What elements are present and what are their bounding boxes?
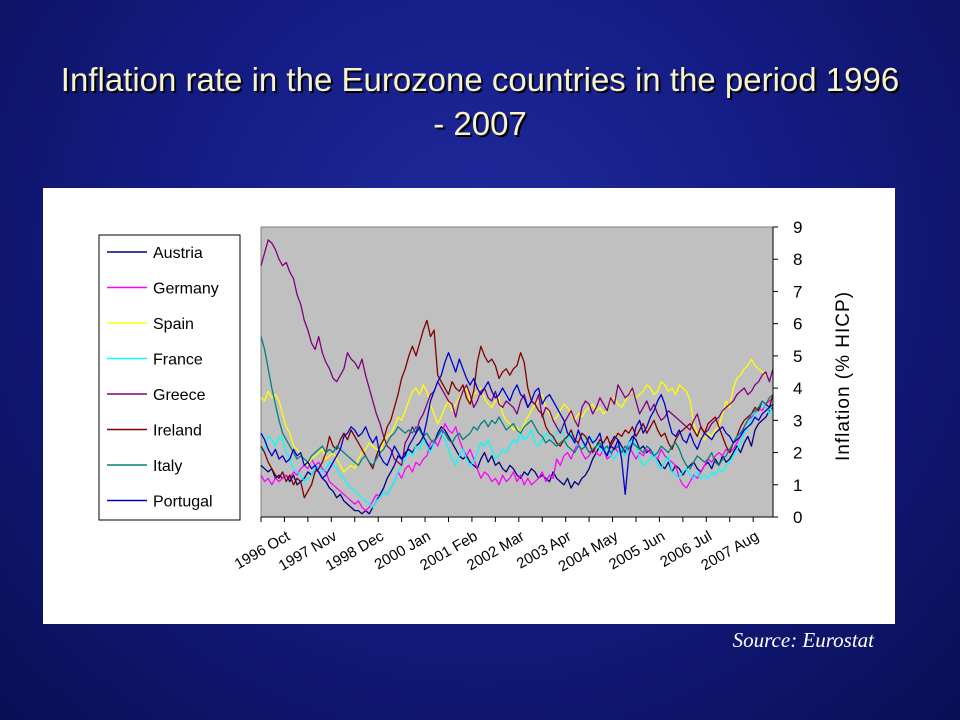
series-line-portugal xyxy=(260,352,774,496)
slide-title: Inflation rate in the Eurozone countries… xyxy=(60,61,900,142)
y-tick-label: 7 xyxy=(793,282,802,301)
series-line-france xyxy=(260,400,774,508)
series-line-ireland xyxy=(260,319,774,499)
legend-label-austria: Austria xyxy=(153,245,203,262)
series-line-austria xyxy=(260,406,774,515)
y-tick-label: 4 xyxy=(793,379,802,398)
legend-label-ireland: Ireland xyxy=(153,423,202,440)
legend-label-germany: Germany xyxy=(153,281,219,298)
legend-label-portugal: Portugal xyxy=(153,494,213,511)
y-axis-title: Inflation (% HICP) xyxy=(833,291,854,461)
legend-label-greece: Greece xyxy=(153,387,206,404)
series-line-spain xyxy=(260,358,767,473)
y-tick-label: 9 xyxy=(793,218,802,237)
series-line-germany xyxy=(260,397,774,512)
y-tick-label: 3 xyxy=(793,411,802,430)
y-tick-label: 6 xyxy=(793,315,802,334)
y-tick-label: 2 xyxy=(793,444,802,463)
plot-area xyxy=(260,226,774,518)
series-line-greece xyxy=(260,239,774,467)
series-line-italy xyxy=(260,336,774,470)
y-tick-label: 8 xyxy=(793,250,802,269)
source-note: Source: Eurostat xyxy=(732,628,874,652)
chart-panel: 0 1 2 3 4 5 6 7 8 9 Inflation (% HICP) 1996 Oct 1997… xyxy=(43,188,895,624)
y-tick-label: 5 xyxy=(793,347,802,366)
legend-label-france: France xyxy=(153,352,203,369)
legend-label-spain: Spain xyxy=(153,316,194,333)
y-tick-label: 0 xyxy=(793,508,802,527)
legend-label-italy: Italy xyxy=(153,458,182,475)
legend-box xyxy=(98,234,241,521)
y-tick-label: 1 xyxy=(793,476,802,495)
